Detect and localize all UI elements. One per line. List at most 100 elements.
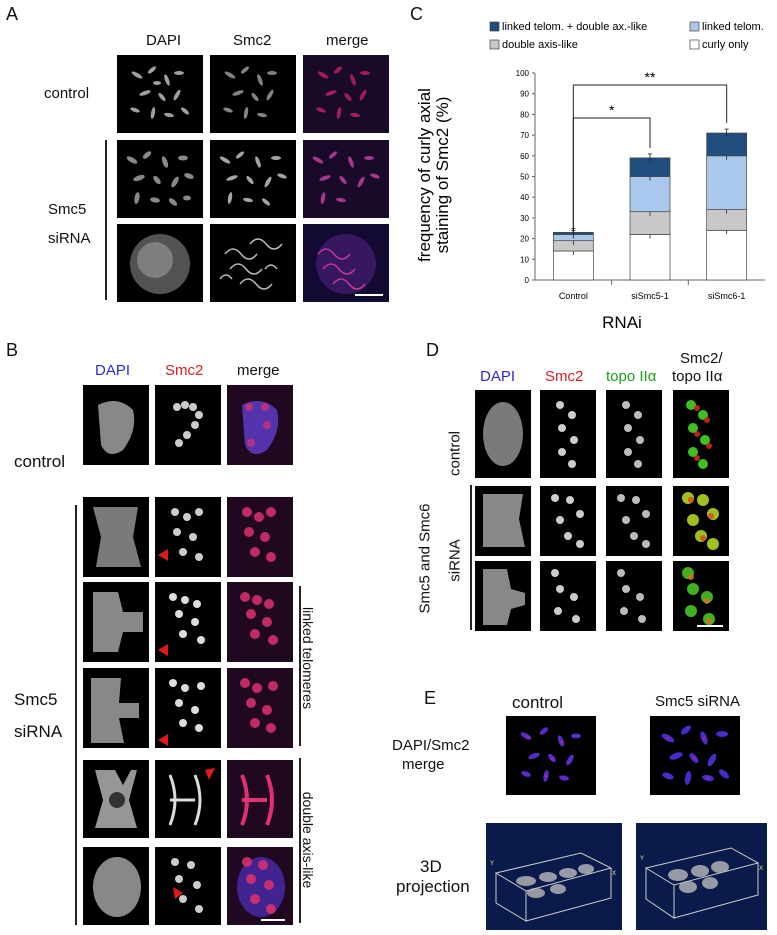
- y-tick-label: 40: [520, 193, 529, 202]
- chart-bars: Control siSmc5-1 siSmc6-1: [552, 128, 748, 301]
- panel-a-image-smc5-smc2: [210, 140, 296, 218]
- panel-b-image-sirna1-smc2: [155, 497, 221, 577]
- y-tick-label: 100: [516, 69, 530, 78]
- x-tick-label: siSmc6-1: [708, 291, 746, 301]
- panel-a-col-smc2: Smc2: [233, 32, 272, 49]
- panel-b-row-sirna: siRNA: [14, 722, 63, 741]
- panel-d-col-smc2: Smc2: [545, 368, 584, 385]
- panel-b-col-smc2: Smc2: [165, 362, 204, 379]
- panel-d-row-sirna: siRNA: [446, 539, 464, 582]
- legend-label: double axis-like: [502, 39, 578, 51]
- arrowhead-icon: [205, 768, 215, 780]
- panel-d-col-merge-line1: Smc2/: [680, 350, 723, 367]
- panel-b-image-sirna2-merge: [227, 582, 293, 662]
- bar-segment: [629, 234, 671, 281]
- arrowhead-icon: [158, 734, 168, 746]
- panel-a-image-smc5-merge: [303, 140, 389, 218]
- panel-a-image-control-smc2: [210, 55, 296, 133]
- panel-a-col-merge: merge: [326, 32, 369, 49]
- panel-d-image-sirna2-smc2: [540, 561, 596, 631]
- legend-label: linked telom.: [702, 21, 764, 33]
- panel-b-image-sirna4-smc2: [155, 760, 221, 838]
- panel-d-scale-bar: [697, 625, 723, 627]
- bar-segment: [629, 176, 671, 213]
- panel-a-image-sirna-merge: [303, 224, 389, 302]
- panel-b-image-sirna5-merge: [227, 847, 293, 925]
- svg-text:Y: Y: [490, 861, 494, 867]
- chart-significance: ***: [572, 69, 728, 233]
- panel-d-image-control-smc2: [540, 390, 596, 478]
- panel-d-image-sirna2-dapi: [475, 561, 531, 631]
- panel-b-image-sirna2-smc2: [155, 582, 221, 662]
- panel-b-image-sirna3-merge: [227, 668, 293, 748]
- panel-d-col-dapi: DAPI: [480, 368, 516, 385]
- legend-swatch: [689, 39, 700, 50]
- legend-swatch: [689, 21, 700, 32]
- arrowhead-icon: [158, 644, 168, 656]
- panel-a-row-control: control: [44, 85, 90, 102]
- panel-c-chart: linked telom. + double ax.-like linked te…: [415, 21, 765, 332]
- panel-b-bracket-double: [299, 758, 301, 923]
- panel-a-image-control-merge: [303, 55, 389, 133]
- panel-b-image-control-smc2: [155, 385, 221, 465]
- panel-e-image-sirna-merge: [650, 716, 740, 795]
- panel-d-col-topo: topo IIα: [606, 368, 657, 385]
- y-tick-label: 20: [520, 235, 529, 244]
- panel-a-image-control-dapi: [117, 55, 203, 133]
- panel-e-label: E: [424, 688, 437, 708]
- chart-ylabel: frequency of curly axialstaining of Smc2…: [415, 88, 452, 262]
- panel-e-row-3d: 3D: [420, 857, 442, 876]
- panel-d-row-smc5-smc6: Smc5 and Smc6: [416, 503, 434, 614]
- panel-b-image-sirna4-dapi: [83, 760, 149, 838]
- panel-e-row-projection: projection: [396, 877, 470, 896]
- panel-b-scale-bar: [261, 919, 285, 921]
- panel-d-image-control-topo: [606, 390, 662, 478]
- panel-d-image-sirna2-merge: [673, 561, 729, 631]
- y-tick-label: 90: [520, 90, 529, 99]
- panel-d-image-sirna1-smc2: [540, 486, 596, 556]
- legend-label: linked telom. + double ax.-like: [502, 21, 647, 33]
- panel-e-row-merge: merge: [402, 756, 445, 773]
- panel-e-col-control: control: [512, 693, 564, 712]
- panel-a-bracket: [105, 140, 107, 300]
- panel-b-bracket-sirna: [75, 505, 77, 925]
- panel-c-label: C: [410, 4, 423, 24]
- panel-b-group-linked-telomeres: linked telomeres: [300, 607, 316, 709]
- arrowhead-icon: [173, 887, 183, 899]
- panel-a-image-smc5-dapi: [117, 140, 203, 218]
- panel-d-image-control-merge: [673, 390, 729, 478]
- significance-label: *: [609, 102, 615, 118]
- panel-b-bracket-linked: [299, 586, 301, 746]
- panel-b-image-sirna2-dapi: [83, 582, 149, 662]
- legend-swatch: [489, 39, 500, 50]
- y-tick-label: 30: [520, 214, 529, 223]
- legend-swatch: [489, 21, 500, 32]
- panel-a-image-sirna-dapi: [117, 224, 203, 302]
- panel-b-row-control: control: [14, 452, 66, 471]
- y-tick-label: 80: [520, 110, 529, 119]
- x-tick-label: Control: [559, 291, 588, 301]
- panel-e-image-control-merge: [506, 716, 596, 795]
- panel-b-image-sirna5-smc2: [155, 847, 221, 925]
- panel-b-image-control-merge: [227, 385, 293, 465]
- bar-segment: [552, 250, 594, 281]
- panel-e-row-dapi-smc2: DAPI/Smc2: [392, 737, 470, 754]
- panel-d-bracket: [470, 485, 472, 630]
- panel-d-row-control: control: [446, 430, 464, 477]
- y-tick-label: 70: [520, 131, 529, 140]
- panel-e-col-smc5-sirna: Smc5 siRNA: [655, 693, 741, 710]
- panel-b-col-dapi: DAPI: [95, 362, 131, 379]
- panel-a-scale-bar: [355, 294, 383, 296]
- panel-b-group-double-axis: double axis-like: [300, 791, 316, 889]
- panel-d-image-sirna1-merge: [673, 486, 729, 556]
- legend-label: curly only: [702, 39, 749, 51]
- panel-d-image-control-dapi: [475, 390, 531, 478]
- panel-a-row-sirna: siRNA: [48, 230, 91, 247]
- arrowhead-icon: [158, 549, 168, 561]
- bar-segment: [706, 155, 748, 210]
- panel-a-row-smc5: Smc5: [48, 201, 87, 218]
- panel-a-label: A: [6, 4, 19, 24]
- y-tick-label: 60: [520, 152, 529, 161]
